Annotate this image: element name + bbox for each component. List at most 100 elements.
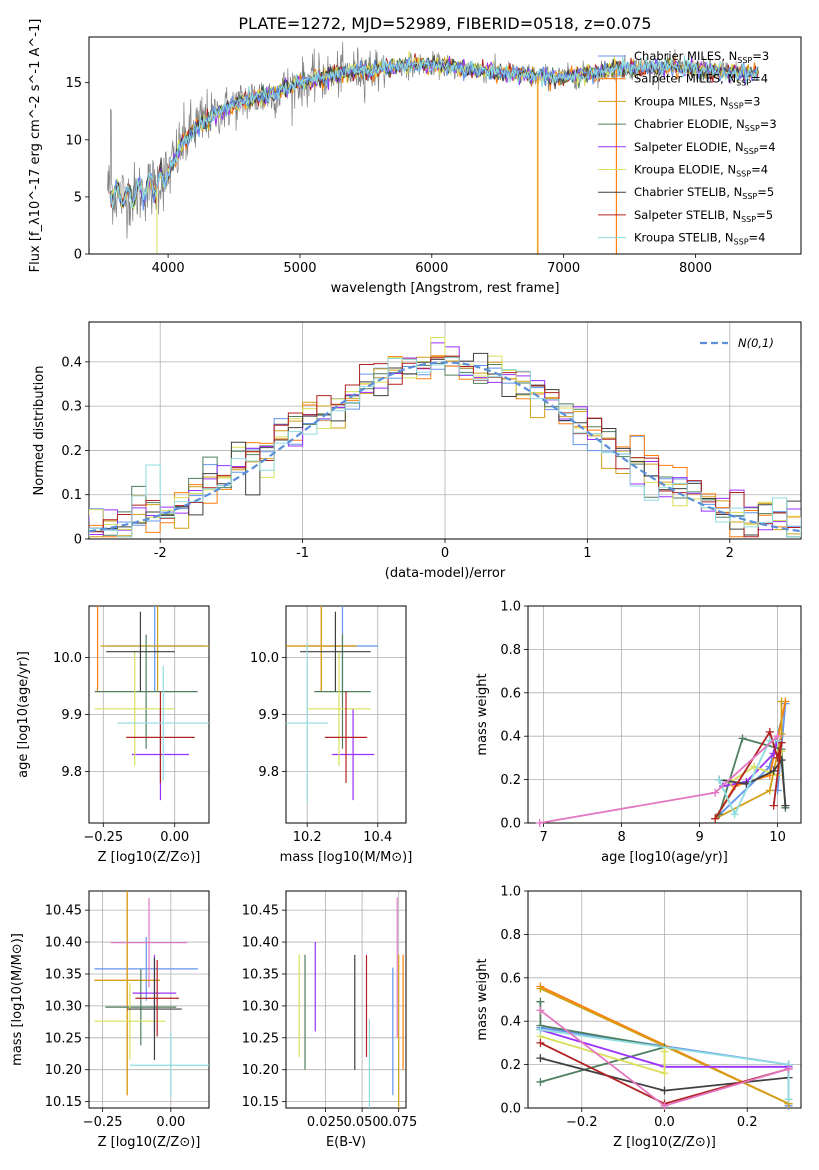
y-tick-label: 1.0 <box>500 885 521 900</box>
x-tick-label: 0.050 <box>343 1115 380 1130</box>
y-tick-label: 0.0 <box>500 1102 521 1117</box>
x-tick-label: 2 <box>726 546 734 561</box>
mass-vs-metallicity-panel: −0.25 0.00 10.15 10.20 10.25 10.30 10.35 10.40 1… <box>10 890 210 1150</box>
x-tick-label: 8 <box>617 830 625 845</box>
weight-marker <box>773 732 782 741</box>
y-tick-label: 0.3 <box>61 400 82 415</box>
spectrum-lines <box>107 41 760 254</box>
y-tick-label: 0.6 <box>500 971 521 986</box>
x-tick-label: −0.25 <box>83 830 123 845</box>
weight-marker <box>536 984 545 993</box>
y-tick-label: 5 <box>74 190 82 205</box>
y-tick-label: 10.25 <box>242 1031 279 1046</box>
x-axis-label: mass [log10(M/M⊙)] <box>280 850 413 865</box>
weight-marker <box>660 1086 669 1095</box>
y-tick-label: 0.6 <box>500 686 521 701</box>
y-tick-label: 10 <box>65 133 82 148</box>
weight-lines <box>536 982 793 1110</box>
weight-marker <box>715 775 724 784</box>
model-spectrum <box>109 55 759 208</box>
weight-marker <box>765 786 774 795</box>
age-vs-metallicity-panel: −0.25 0.00 9.8 9.9 10.0 Z [log10(Z/Z⊙)] age [l… <box>16 605 210 865</box>
axes-frame <box>527 605 802 824</box>
x-tick-label: 6000 <box>415 261 448 276</box>
weight-marker <box>660 1069 669 1078</box>
axes-frame <box>88 36 802 255</box>
axes-frame <box>88 890 210 1109</box>
y-tick-label: 10.45 <box>242 904 279 919</box>
weight-marker <box>769 801 778 810</box>
y-tick-label: 9.8 <box>258 765 279 780</box>
legend-label: Salpeter ELODIE, NSSP=4 <box>634 140 776 156</box>
weight-marker <box>536 1077 545 1086</box>
y-tick-label: 10.30 <box>242 999 279 1014</box>
axes-frame <box>88 605 210 824</box>
axes-frame <box>285 605 407 824</box>
x-axis-label: Z [log10(Z/Z⊙)] <box>98 850 201 865</box>
legend-label: Salpeter MILES, NSSP=4 <box>634 72 768 88</box>
weight-marker <box>660 1101 669 1110</box>
x-axis-label: Z [log10(Z/Z⊙)] <box>98 1135 201 1150</box>
x-tick-label: 0.2 <box>737 1115 758 1130</box>
weight-line <box>722 740 779 787</box>
age-vs-mass-panel: 10.2 10.4 9.8 9.9 10.0 mass [log10(M/M⊙)] <box>250 605 413 865</box>
y-tick-label: 0.1 <box>61 488 82 503</box>
x-axis-label: Z [log10(Z/Z⊙)] <box>613 1135 716 1150</box>
weight-marker <box>536 1054 545 1063</box>
y-axis-label: mass weight <box>475 673 490 755</box>
x-tick-label: 7 <box>539 830 547 845</box>
x-tick-label: 0.0 <box>654 1115 675 1130</box>
mass-vs-ebv-panel: 0.025 0.050 0.075 10.15 10.20 10.25 10.30 10.35… <box>242 890 417 1150</box>
axes-frame <box>285 890 407 1109</box>
y-tick-label: 10.45 <box>45 904 82 919</box>
x-axis-label: age [log10(age/yr)] <box>601 850 728 865</box>
y-axis-label: Flux [f_λ10^-17 erg cm^-2 s^-1 A^-1] <box>28 19 43 273</box>
x-tick-label: 0.00 <box>156 1115 185 1130</box>
y-tick-label: 10.30 <box>45 999 82 1014</box>
error-bars <box>286 606 378 804</box>
weight-marker <box>773 753 782 762</box>
weight-marker <box>784 1095 793 1104</box>
weight-line <box>718 739 778 817</box>
y-tick-label: 10.40 <box>45 936 82 951</box>
y-tick-label: 0.2 <box>500 1058 521 1073</box>
y-tick-label: 0.0 <box>500 817 521 832</box>
y-tick-label: 9.9 <box>258 708 279 723</box>
x-tick-label: 5000 <box>283 261 316 276</box>
y-tick-label: 10.15 <box>45 1095 82 1110</box>
error-bars <box>94 606 209 801</box>
y-tick-label: 0.2 <box>500 773 521 788</box>
x-tick-label: -1 <box>296 546 309 561</box>
x-axis-label: (data-model)/error <box>385 566 506 581</box>
legend-label: Kroupa MILES, NSSP=3 <box>634 94 760 110</box>
weight-marker <box>777 697 786 706</box>
weight-line <box>540 1035 666 1075</box>
residual-histogram-panel: -2 -1 0 1 2 0 0.1 0.2 0.3 0.4 (data-model)/error No… <box>32 321 802 581</box>
legend-label: Chabrier ELODIE, NSSP=3 <box>634 117 777 133</box>
y-tick-label: 1.0 <box>500 600 521 615</box>
histograms <box>89 337 801 538</box>
weight-marker <box>535 819 544 827</box>
y-tick-label: 0.4 <box>500 730 521 745</box>
y-tick-label: 10.25 <box>45 1031 82 1046</box>
y-tick-label: 10.20 <box>242 1063 279 1078</box>
weight-line <box>714 701 783 820</box>
weight-marker <box>536 1038 545 1047</box>
legend-label: Salpeter STELIB, NSSP=5 <box>634 208 773 224</box>
error-bars <box>94 891 209 1098</box>
spectrum-panel: 4000 5000 6000 7000 8000 0 5 10 15 wavelength [An… <box>28 19 802 296</box>
weight-marker <box>738 734 747 743</box>
legend-label: Chabrier STELIB, NSSP=5 <box>634 185 774 201</box>
y-tick-label: 10.40 <box>242 936 279 951</box>
y-tick-label: 0.8 <box>500 928 521 943</box>
figure-title: PLATE=1272, MJD=52989, FIBERID=0518, z=0… <box>238 14 651 33</box>
x-tick-label: 7000 <box>547 261 580 276</box>
x-tick-label: 0.025 <box>307 1115 344 1130</box>
y-tick-label: 9.8 <box>61 765 82 780</box>
x-tick-label: −0.25 <box>83 1115 123 1130</box>
weight-marker <box>730 810 739 819</box>
legend-label: Kroupa ELODIE, NSSP=4 <box>634 163 768 179</box>
y-tick-label: 10.35 <box>45 967 82 982</box>
x-tick-label: 0 <box>441 546 449 561</box>
x-tick-label: 0.075 <box>380 1115 417 1130</box>
